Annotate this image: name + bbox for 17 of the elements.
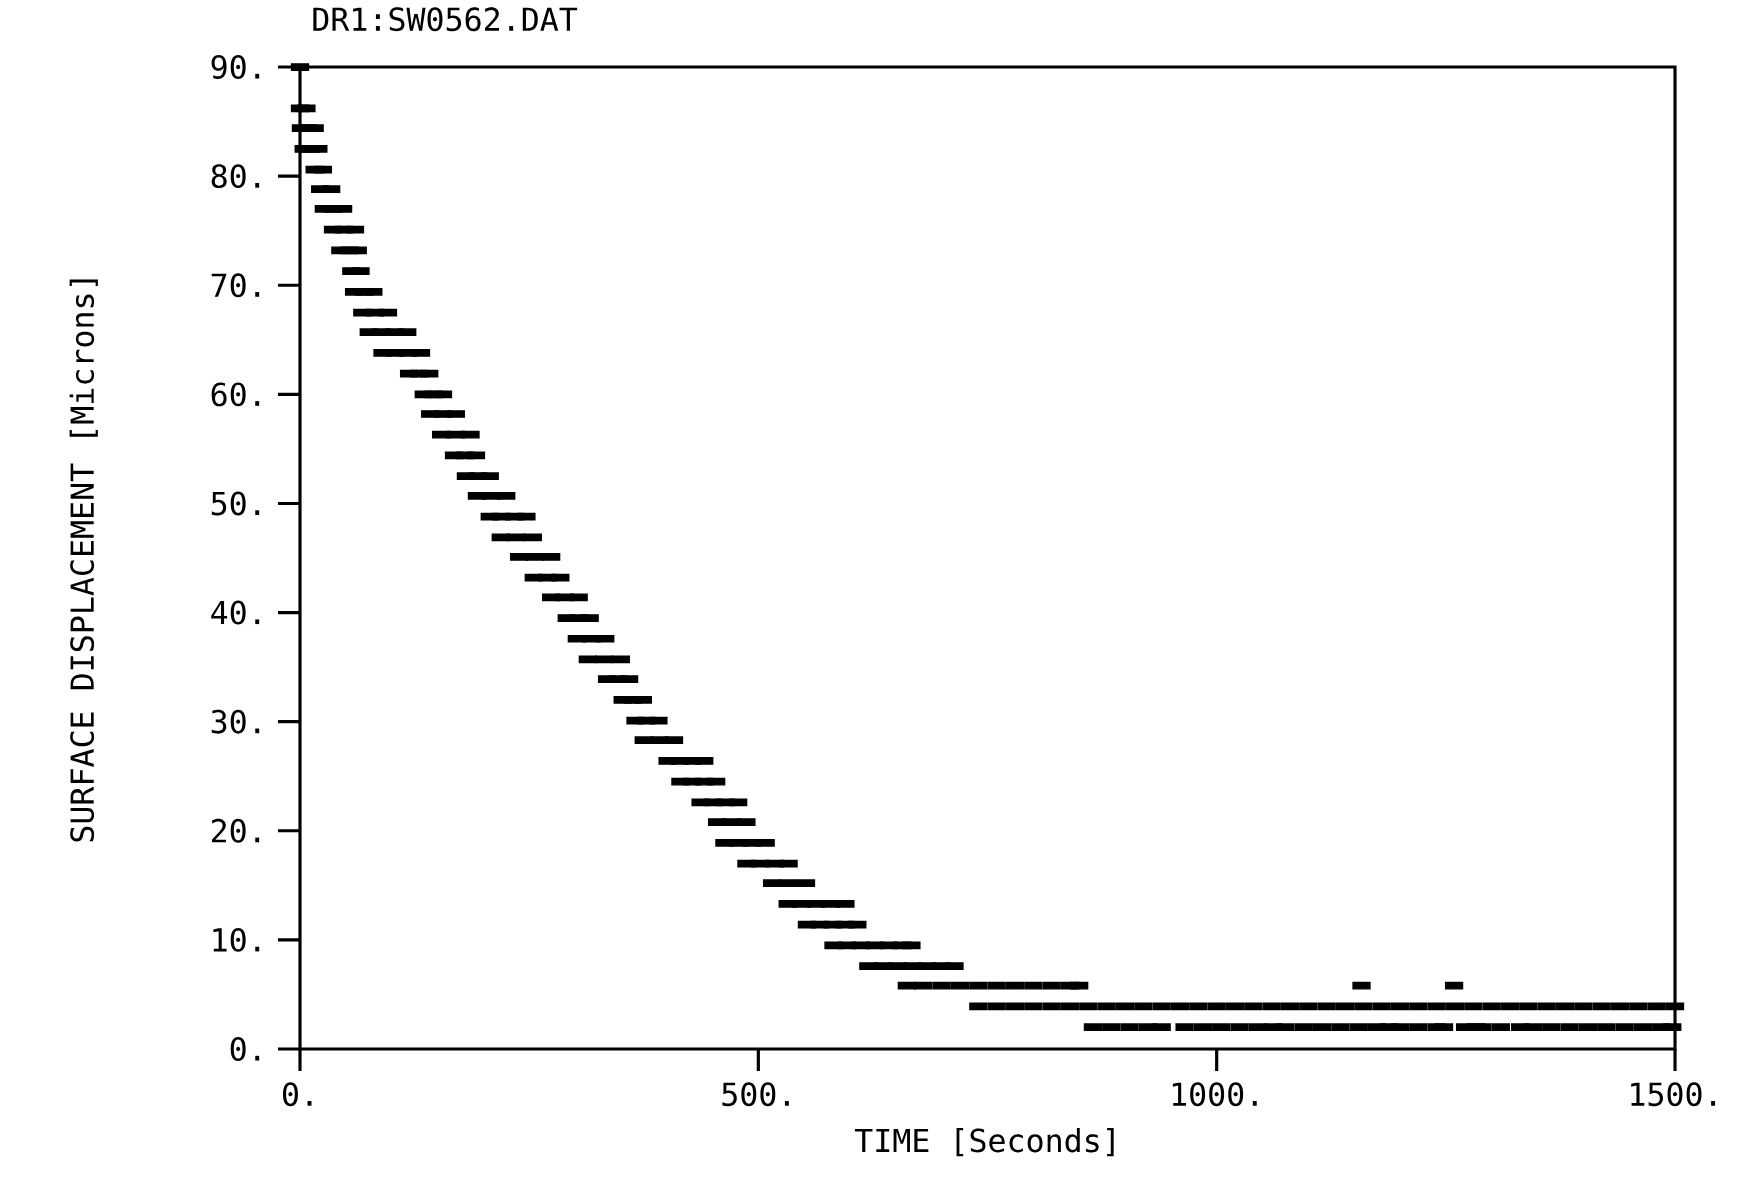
- y-axis-title: SURFACE DISPLACEMENT [Microns]: [69, 279, 98, 842]
- y-tick-label: 20.: [211, 818, 260, 843]
- y-tick-label: 10.: [213, 927, 260, 952]
- x-tick-label: 500.: [722, 1082, 789, 1107]
- y-tick-label: 80.: [211, 164, 260, 189]
- y-tick-label: 60.: [211, 382, 260, 407]
- y-tick-label: 30.: [211, 709, 260, 734]
- x-axis-title: TIME [Seconds]: [854, 1127, 1114, 1157]
- y-tick-label: 0.: [230, 1037, 260, 1061]
- y-tick-label: 50.: [211, 491, 260, 516]
- x-tick-label: 0.: [283, 1082, 312, 1107]
- x-tick-label: 1500.: [1631, 1082, 1716, 1107]
- y-tick-label: 40.: [211, 600, 260, 625]
- chart-title: DR1:SW0562.DAT: [313, 7, 578, 32]
- y-tick-label: 70.: [211, 273, 260, 298]
- y-tick-label: 90.: [211, 55, 260, 79]
- x-tick-label: 1000.: [1172, 1082, 1257, 1107]
